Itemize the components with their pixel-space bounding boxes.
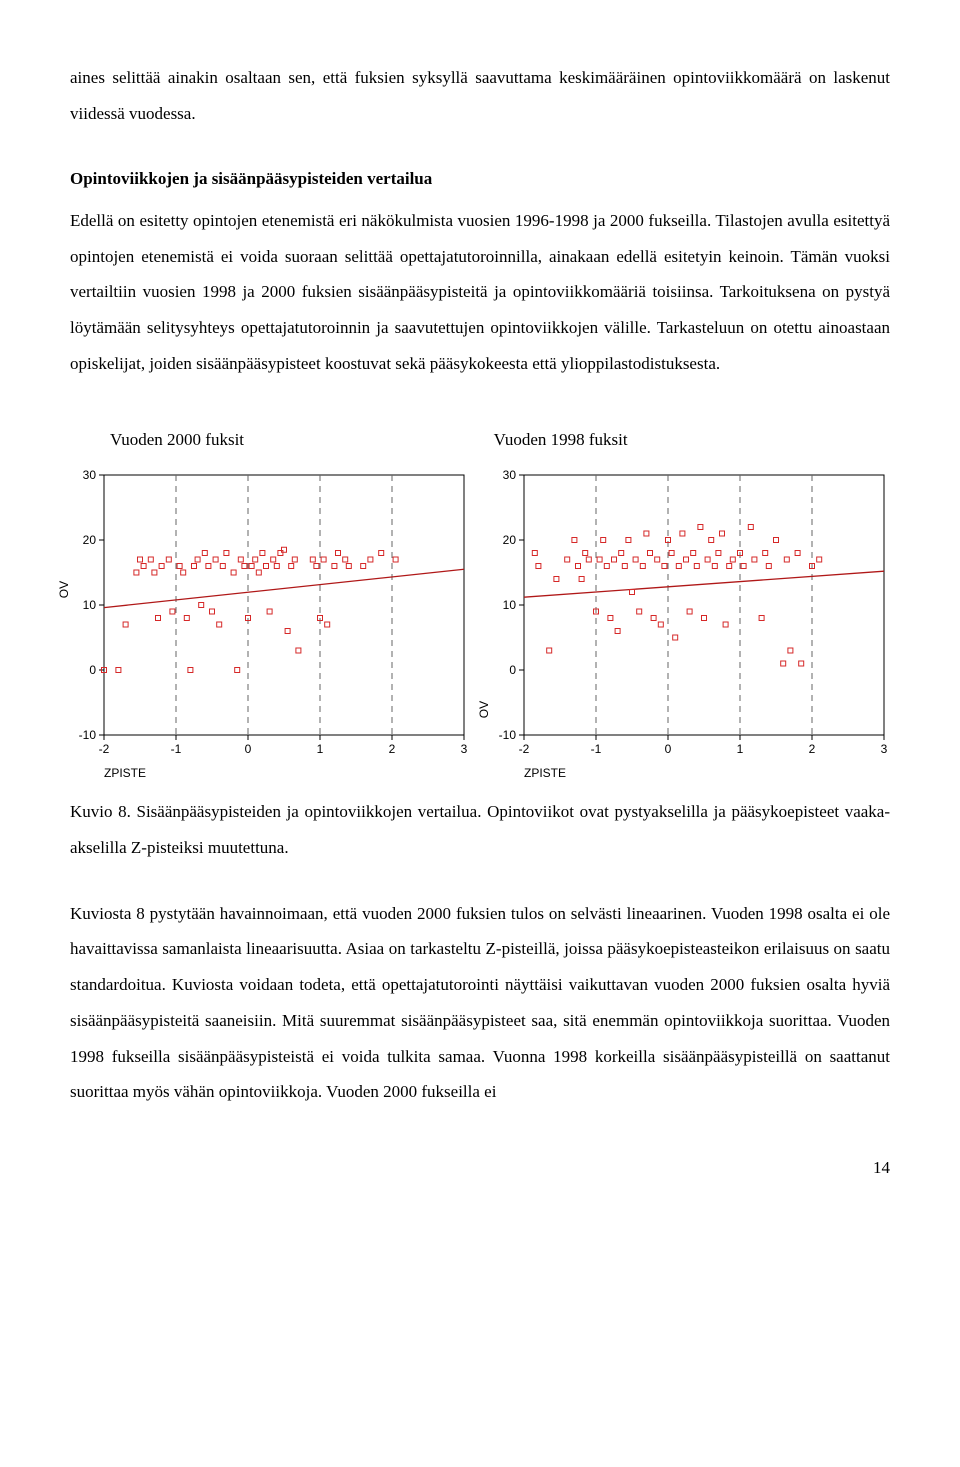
svg-text:0: 0 — [665, 742, 672, 756]
y-axis-label: OV — [472, 701, 497, 718]
discussion-paragraph: Kuviosta 8 pystytään havainnoimaan, että… — [70, 896, 890, 1110]
intro-paragraph: aines selittää ainakin osaltaan sen, ett… — [70, 60, 890, 131]
svg-text:-10: -10 — [499, 728, 517, 742]
svg-text:2: 2 — [389, 742, 396, 756]
svg-text:-2: -2 — [99, 742, 110, 756]
page-number: 14 — [70, 1150, 890, 1186]
main-paragraph: Edellä on esitetty opintojen etenemistä … — [70, 203, 890, 381]
svg-text:-1: -1 — [591, 742, 602, 756]
svg-text:0: 0 — [245, 742, 252, 756]
svg-text:30: 30 — [503, 469, 517, 482]
svg-text:1: 1 — [317, 742, 324, 756]
left-chart-title: Vuoden 2000 fuksit — [70, 422, 464, 458]
svg-text:20: 20 — [83, 533, 97, 547]
svg-text:1: 1 — [737, 742, 744, 756]
svg-text:3: 3 — [881, 742, 888, 756]
svg-text:-1: -1 — [171, 742, 182, 756]
section-heading: Opintoviikkojen ja sisäänpääsypisteiden … — [70, 161, 890, 197]
x-axis-label: ZPISTE — [104, 761, 474, 786]
svg-text:30: 30 — [83, 469, 97, 482]
right-chart-title: Vuoden 1998 fuksit — [464, 422, 890, 458]
svg-text:0: 0 — [89, 663, 96, 677]
y-axis-label: OV — [52, 581, 77, 598]
x-axis-label: ZPISTE — [524, 761, 894, 786]
svg-text:-2: -2 — [519, 742, 530, 756]
scatter-chart-1998: OV -2-10123-100102030 ZPISTE — [490, 469, 894, 786]
figure-caption: Kuvio 8. Sisäänpääsypisteiden ja opintov… — [70, 794, 890, 865]
svg-text:-10: -10 — [79, 728, 97, 742]
svg-text:0: 0 — [509, 663, 516, 677]
svg-text:10: 10 — [503, 598, 517, 612]
svg-text:20: 20 — [503, 533, 517, 547]
svg-text:2: 2 — [809, 742, 816, 756]
svg-text:10: 10 — [83, 598, 97, 612]
svg-text:3: 3 — [461, 742, 468, 756]
scatter-chart-2000: OV -2-10123-100102030 ZPISTE — [70, 469, 474, 786]
